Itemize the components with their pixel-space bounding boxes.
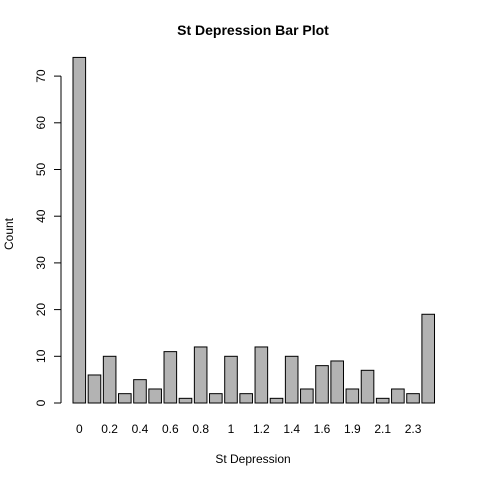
y-tick-label: 70 [34, 69, 48, 83]
bar-0.5 [148, 388, 162, 404]
y-tick-label: 40 [34, 209, 48, 223]
bar-2.3 [406, 393, 420, 404]
bar-2.1 [375, 397, 390, 404]
bar-0.3 [118, 393, 132, 404]
y-axis: 0 10 20 30 40 50 60 70 [34, 69, 62, 406]
bar-1.8 [330, 360, 344, 404]
y-tick-label: 30 [34, 256, 48, 270]
bar-0.7 [178, 397, 193, 404]
x-tick-label: 1.6 [314, 422, 331, 436]
bar-0.4 [133, 379, 147, 404]
y-tick-label: 20 [34, 303, 48, 317]
bar-0.8 [193, 346, 208, 404]
chart-title: St Depression Bar Plot [177, 22, 329, 38]
bar-0.9 [209, 393, 223, 404]
x-tick-label: 1 [228, 422, 235, 436]
bar-1.6 [315, 365, 329, 404]
bar-1.4 [284, 355, 299, 404]
bars [72, 56, 436, 404]
x-tick-label: 0.8 [192, 422, 209, 436]
y-tick-label: 50 [34, 163, 48, 177]
x-tick-label: 2.3 [405, 422, 422, 436]
bar-0.1 [87, 374, 102, 404]
bar-1.9 [345, 388, 360, 404]
bar-1.1 [239, 393, 253, 404]
bar-2.4 [421, 313, 436, 404]
x-tick-label: 0.2 [101, 422, 118, 436]
bar-0.2 [102, 355, 117, 404]
bar-1.3 [269, 397, 284, 404]
bar-1 [224, 355, 238, 404]
y-axis-label: Count [2, 217, 16, 250]
y-tick-label: 10 [34, 349, 48, 363]
x-tick-label: 1.2 [253, 422, 270, 436]
bar-2 [360, 369, 375, 404]
y-tick-label: 0 [34, 399, 48, 406]
bar-1.2 [254, 346, 269, 404]
bar-0.6 [163, 351, 178, 404]
bar-0 [72, 56, 87, 404]
x-axis-label: St Depression [215, 452, 290, 466]
x-tick-label: 0 [76, 422, 83, 436]
x-tick-label: 0.4 [132, 422, 149, 436]
x-tick-label: 1.4 [283, 422, 300, 436]
x-tick-label: 2.1 [374, 422, 391, 436]
bar-2.2 [391, 388, 405, 404]
y-tick-label: 60 [34, 116, 48, 130]
x-tick-label: 1.9 [344, 422, 361, 436]
bar-1.5 [300, 388, 314, 404]
x-tick-labels: 0 0.2 0.4 0.6 0.8 1 1.2 1.4 1.6 1.9 2.1 2.3 [76, 422, 422, 436]
x-tick-label: 0.6 [162, 422, 179, 436]
